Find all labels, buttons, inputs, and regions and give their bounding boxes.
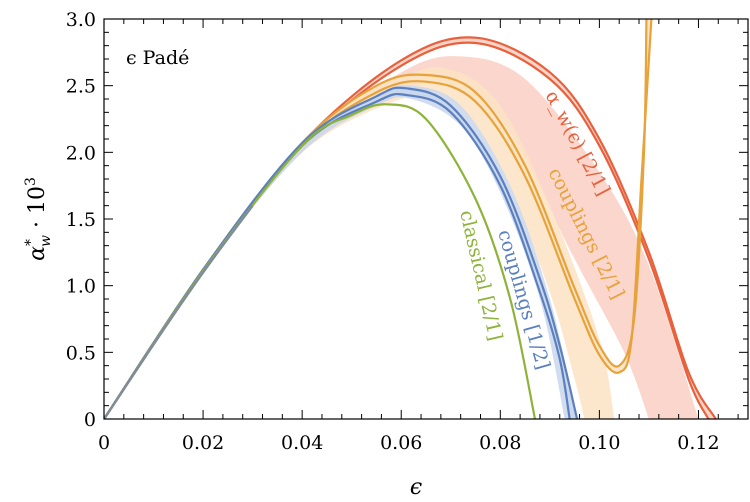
x-tick-label: 0.04 (281, 432, 323, 454)
x-axis-label: ϵ (410, 475, 422, 500)
ticks (103, 18, 748, 420)
pade-annotation: ϵ Padé (126, 47, 189, 69)
x-tick-label: 0.06 (380, 432, 422, 454)
x-tick-label: 0.08 (479, 432, 521, 454)
x-tick-label: 0.02 (182, 432, 224, 454)
y-tick-label: 0 (84, 409, 96, 431)
series-label-classical-2-1: classical [2/1] (455, 208, 506, 343)
y-tick-label: 3.0 (66, 9, 96, 31)
x-tick-label: 0.12 (677, 432, 719, 454)
y-axis-label: α*w · 103 (23, 177, 54, 261)
y-tick-label: 1.5 (66, 209, 96, 231)
y-tick-label: 1.0 (66, 276, 96, 298)
x-tick-label: 0.10 (578, 432, 620, 454)
curve-overlap (104, 204, 254, 419)
y-tick-label: 2.0 (66, 142, 96, 164)
x-tick-label: 0 (98, 432, 110, 454)
band-w-2-1 (104, 56, 699, 419)
y-tick-label: 2.5 (66, 76, 96, 98)
tick-labels: 0 0.02 0.04 0.06 0.08 0.10 0.12 0 0.5 1.0 1.5 2.0 2.… (66, 9, 720, 454)
y-tick-label: 0.5 (66, 342, 96, 364)
curves (104, 19, 717, 419)
uncertainty-bands (104, 56, 699, 419)
